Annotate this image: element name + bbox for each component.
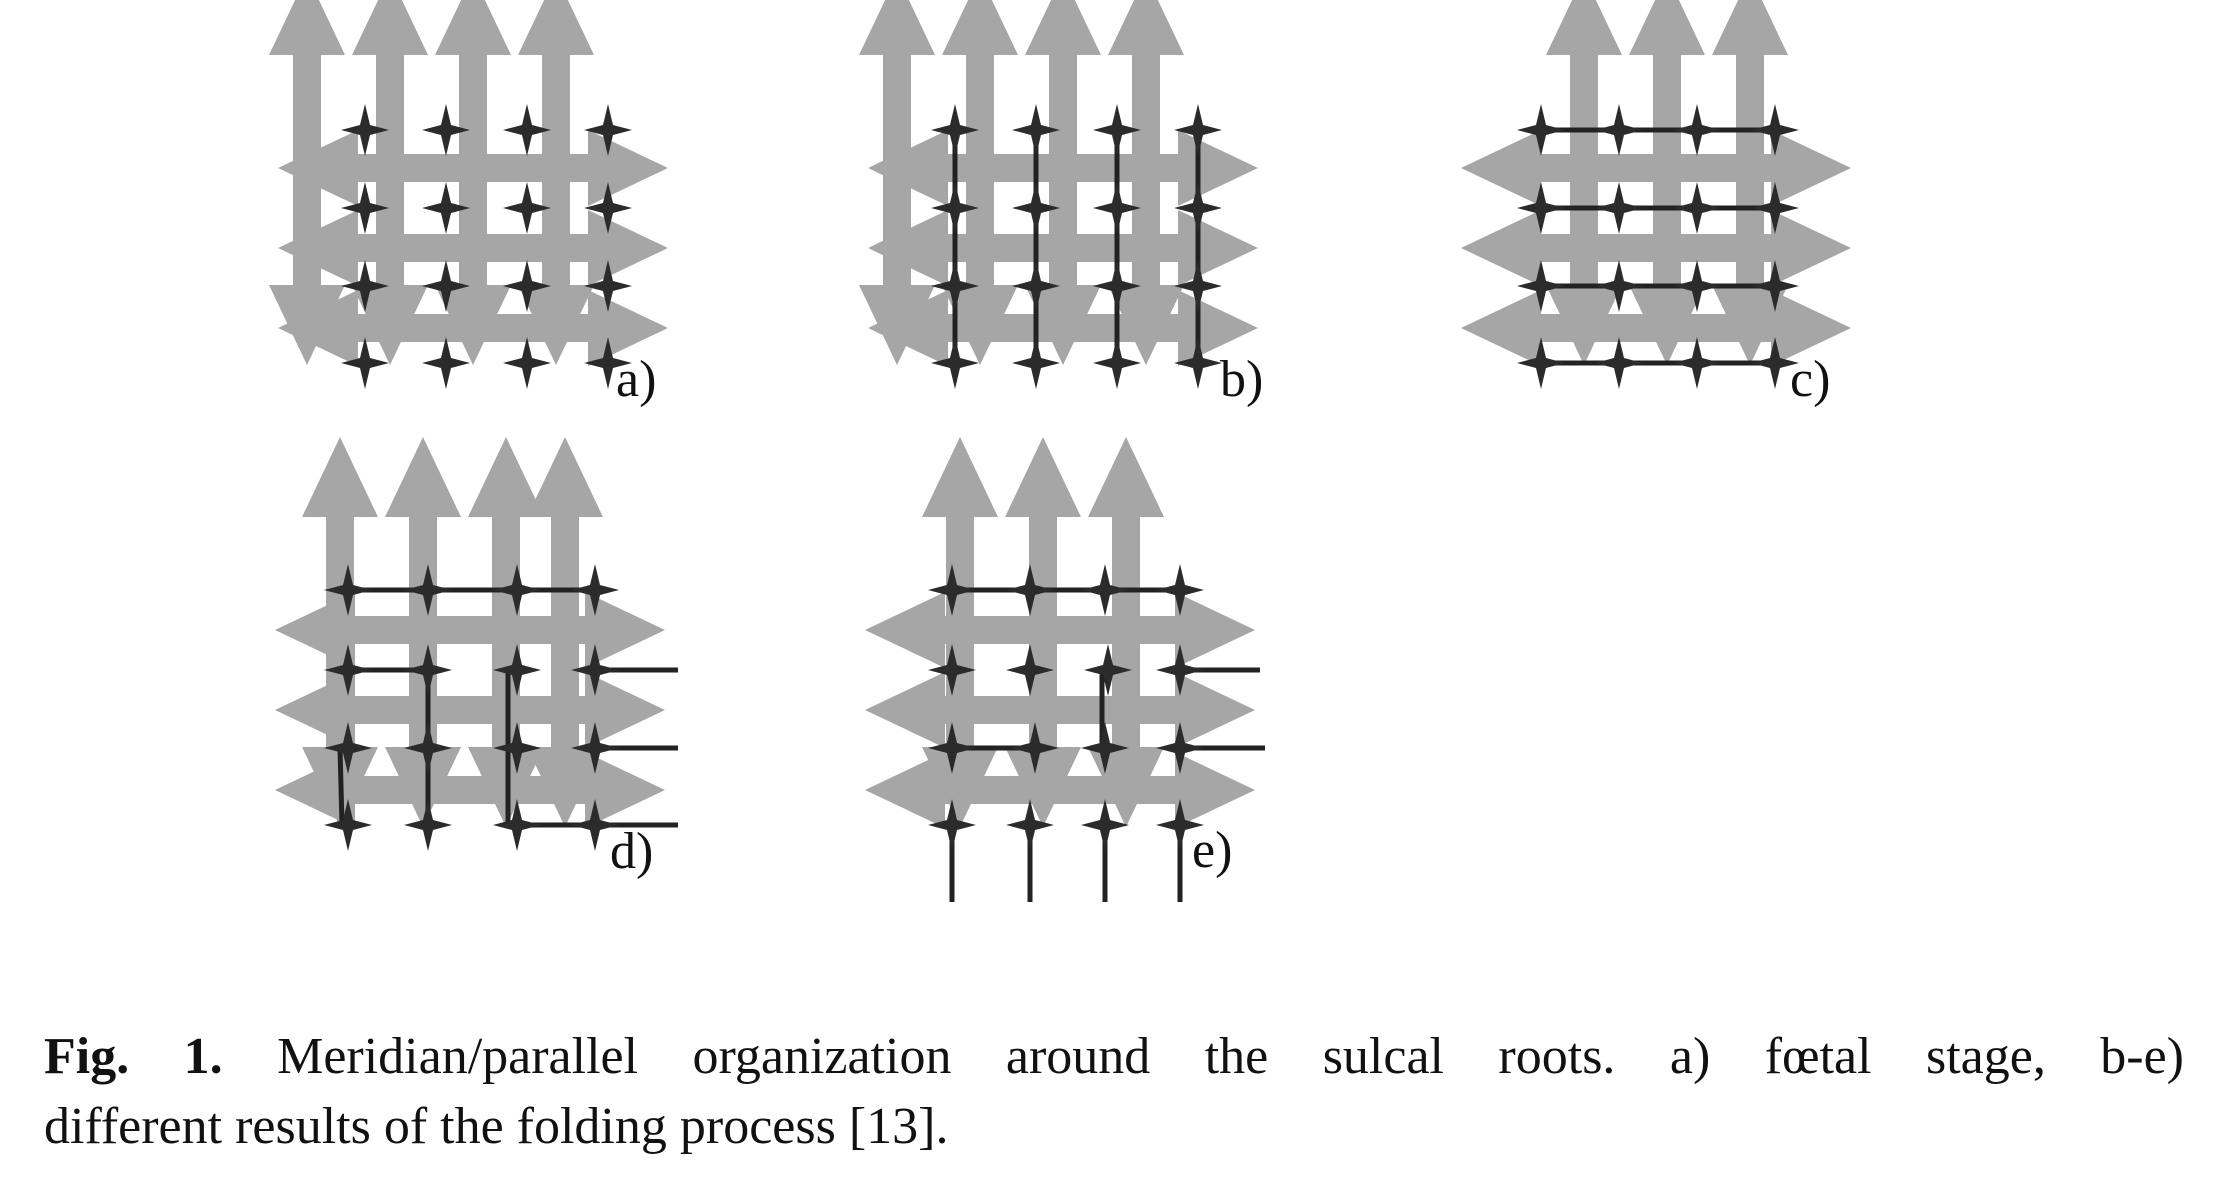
panel-d-label: d) [610, 823, 653, 880]
figure-caption: Fig. 1. Meridian/parallel organization a… [44, 1022, 2184, 1162]
caption-line-1: Meridian/parallel organization around th… [222, 1028, 2184, 1085]
panel-a: a) [269, 0, 668, 408]
panel-c: c) [1461, 0, 1851, 408]
caption-line-2: different results of the folding process… [44, 1098, 949, 1155]
figure-number: Fig. 1. [44, 1028, 223, 1085]
panel-d: d) [275, 437, 678, 880]
arrow-grid [1461, 0, 1851, 366]
panel-a-label: a) [616, 351, 656, 408]
panel-b: b) [859, 0, 1263, 408]
panel-c-label: c) [1790, 351, 1830, 408]
panel-b-label: b) [1220, 351, 1263, 408]
panel-e-label: e) [1192, 822, 1232, 879]
arrow-grid [865, 437, 1255, 828]
arrow-grid [275, 437, 665, 828]
panel-e: e) [865, 437, 1265, 902]
connection-lines [952, 130, 1201, 363]
connection-lines [1541, 127, 1775, 366]
